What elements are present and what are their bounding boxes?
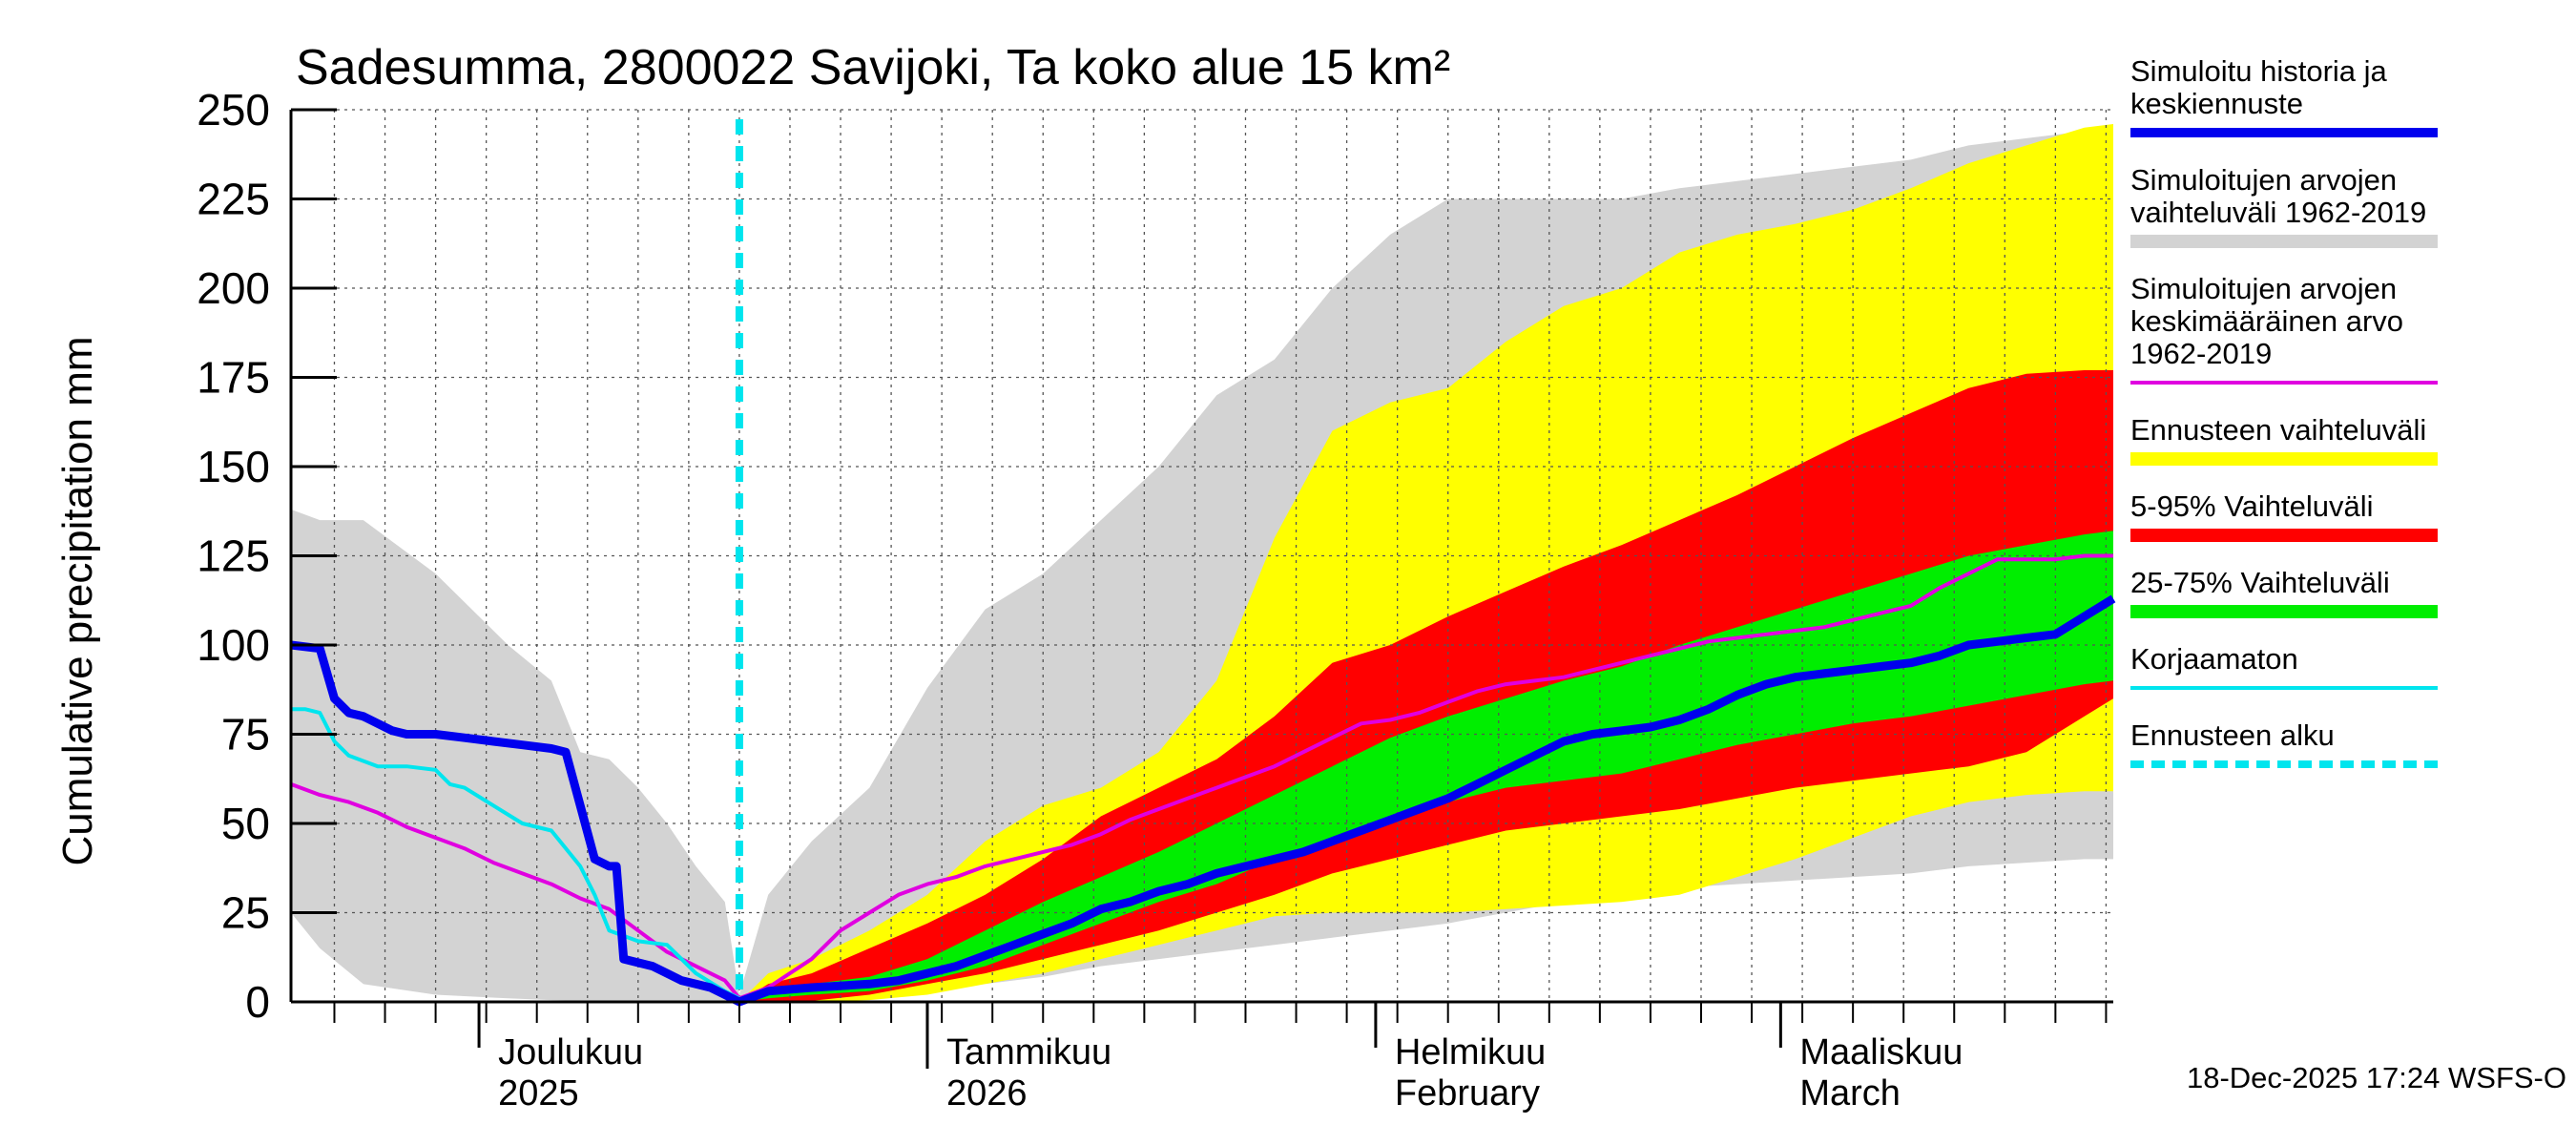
- x-tick-label-year: March: [1799, 1073, 1901, 1114]
- legend-label: Ennusteen vaihteluväli: [2130, 413, 2426, 447]
- y-tick-label: 25: [221, 888, 270, 938]
- legend-item-p25_75: 25-75% Vaihteluväli: [2130, 566, 2438, 618]
- y-tick-label: 100: [197, 620, 270, 670]
- line-simuloitu-historia-ja-keskiennuste: [290, 594, 2116, 1007]
- axes: 0 25 50 75 100 125 150 175 200 225 250 Joulukuu2025…: [197, 85, 2113, 1114]
- legend-label: 1962-2019: [2130, 337, 2272, 370]
- line-simuloitujen-arvojen-keskim-r-inen-arvo-1962-2019: [290, 553, 2113, 1001]
- legend-label: Simuloitujen arvojen: [2130, 272, 2397, 305]
- plot-area: [290, 109, 2116, 1007]
- legend-label: Korjaamaton: [2130, 642, 2298, 676]
- legend-label: 5-95% Vaihteluväli: [2130, 489, 2373, 523]
- legend: Simuloitu historia jakeskiennusteSimuloi…: [2130, 54, 2438, 768]
- y-tick-label: 150: [197, 442, 270, 491]
- y-axis-label: Cumulative precipitation mm: [54, 336, 101, 865]
- y-tick-label: 125: [197, 531, 270, 581]
- legend-item-uncorrected: Korjaamaton: [2130, 642, 2438, 690]
- legend-label: vaihteluväli 1962-2019: [2130, 196, 2426, 229]
- y-tick-label: 0: [245, 977, 270, 1027]
- band-5-95-vaihteluv-li: [738, 370, 2113, 1002]
- y-tick-label: 225: [197, 175, 270, 224]
- x-tick-label: Maaliskuu: [1799, 1032, 1963, 1072]
- band-25-75-vaihteluv-li: [738, 531, 2113, 1002]
- legend-label: Ennusteen alku: [2130, 718, 2335, 752]
- y-tick-label: 50: [221, 799, 270, 848]
- legend-label: 25-75% Vaihteluväli: [2130, 566, 2390, 599]
- grid: [291, 109, 2113, 1002]
- footer-timestamp: 18-Dec-2025 17:24 WSFS-O: [2187, 1061, 2566, 1094]
- x-tick-label-year: 2025: [498, 1073, 579, 1114]
- x-tick-label: Tammikuu: [946, 1032, 1111, 1072]
- x-tick-label-year: 2026: [946, 1073, 1028, 1114]
- chart-title: Sadesumma, 2800022 Savijoki, Ta koko alu…: [296, 40, 1450, 95]
- y-tick-label: 175: [197, 353, 270, 403]
- y-tick-label: 75: [221, 710, 270, 760]
- line-korjaamaton: [291, 707, 740, 1001]
- x-tick-label-year: February: [1395, 1073, 1540, 1114]
- legend-label: Simuloitu historia ja: [2130, 54, 2388, 88]
- legend-item-p5_95: 5-95% Vaihteluväli: [2130, 489, 2438, 542]
- legend-label: keskimääräinen arvo: [2130, 304, 2403, 338]
- y-tick-label: 200: [197, 263, 270, 313]
- legend-item-fc_start: Ennusteen alku: [2130, 718, 2438, 768]
- legend-label: Simuloitujen arvojen: [2130, 163, 2397, 197]
- legend-label: keskiennuste: [2130, 87, 2303, 120]
- y-tick-label: 250: [197, 85, 270, 135]
- x-tick-label: Joulukuu: [498, 1032, 643, 1072]
- x-tick-label: Helmikuu: [1395, 1032, 1546, 1072]
- legend-item-fc_range: Ennusteen vaihteluväli: [2130, 413, 2438, 466]
